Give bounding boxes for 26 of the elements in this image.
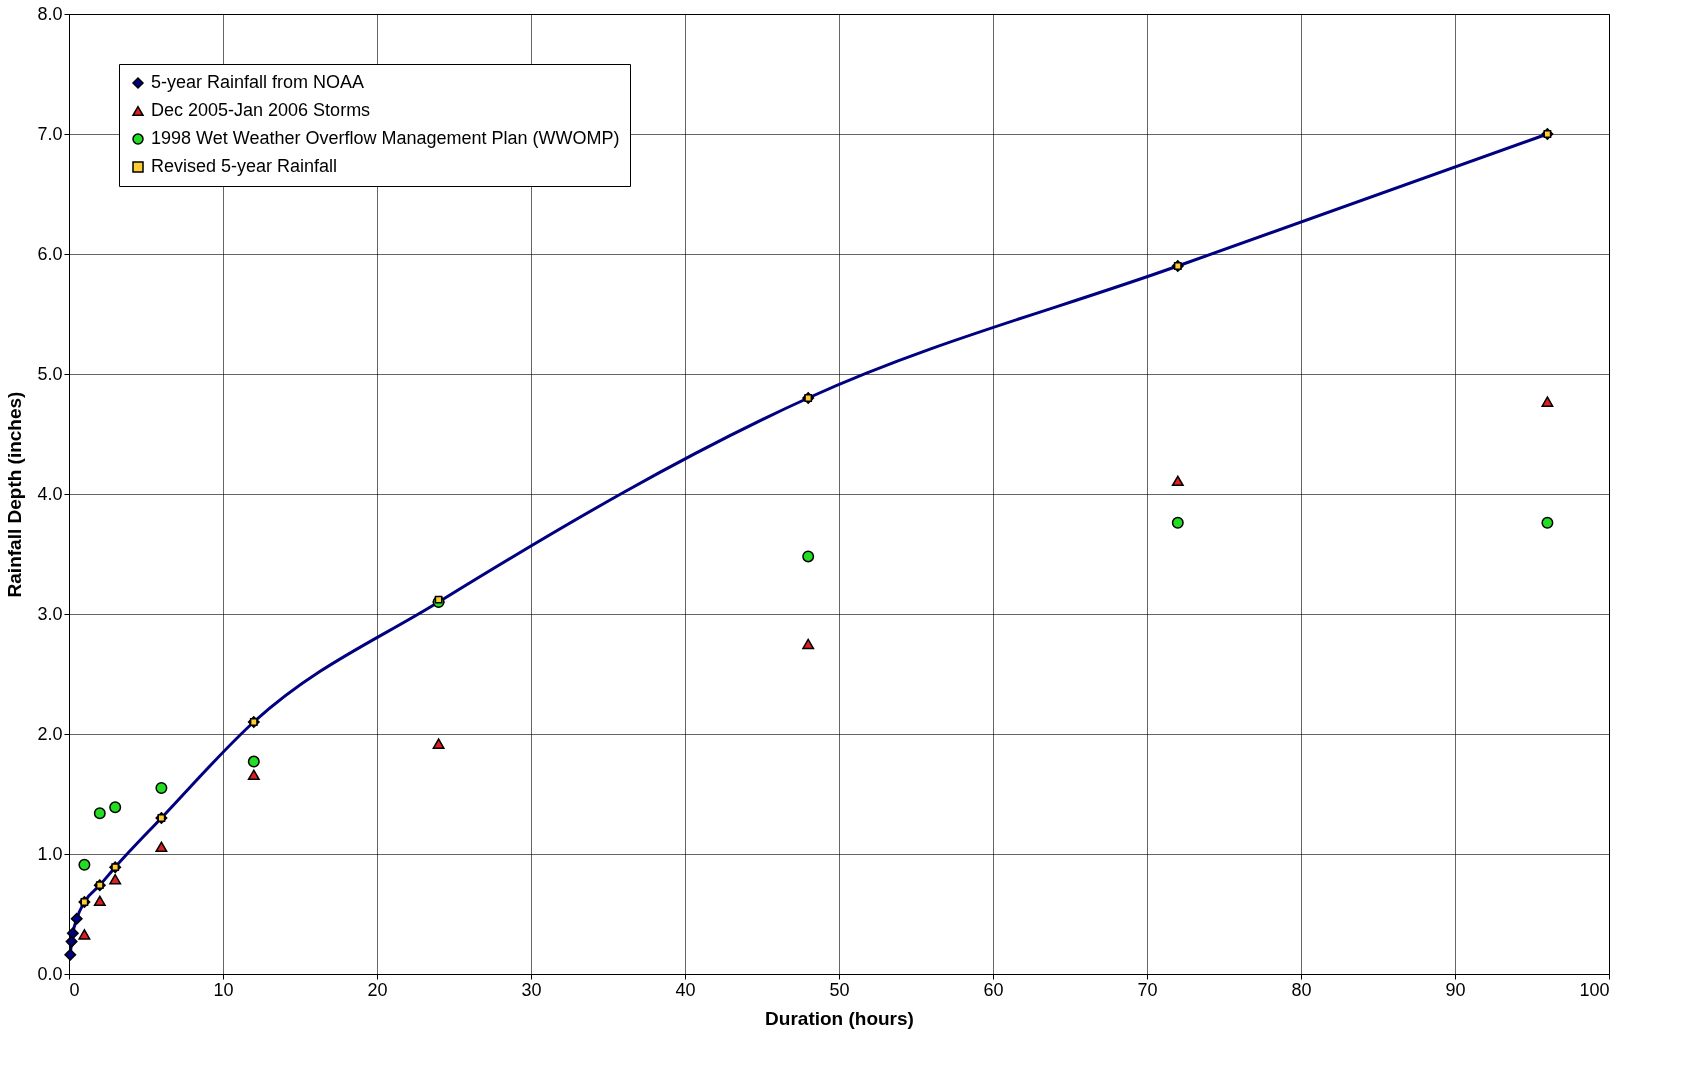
y-tick-label: 0.0 — [37, 963, 63, 984]
x-axis-title: Duration (hours) — [765, 1007, 914, 1029]
legend-label: Dec 2005-Jan 2006 Storms — [151, 100, 371, 120]
x-tick-label: 80 — [1291, 979, 1312, 1000]
x-tick-label: 10 — [213, 979, 234, 1000]
y-tick-label: 7.0 — [37, 123, 63, 144]
y-tick-label: 5.0 — [37, 363, 63, 384]
x-tick-label: 50 — [829, 979, 850, 1000]
y-tick-label: 3.0 — [37, 603, 63, 624]
y-tick-label: 6.0 — [37, 243, 63, 264]
x-tick-label: 20 — [367, 979, 388, 1000]
x-tick-label: 100 — [1579, 979, 1610, 1000]
x-tick-label: 60 — [983, 979, 1004, 1000]
x-tick-label: 0 — [69, 979, 80, 1000]
legend-label: 1998 Wet Weather Overflow Management Plan (WWOMP) — [151, 128, 620, 148]
y-tick-label: 1.0 — [37, 843, 63, 864]
x-tick-label: 70 — [1137, 979, 1158, 1000]
x-tick-label: 90 — [1445, 979, 1466, 1000]
legend-label: Revised 5-year Rainfall — [151, 156, 338, 176]
x-tick-label: 40 — [675, 979, 696, 1000]
y-tick-label: 8.0 — [37, 3, 63, 24]
y-axis-title: Rainfall Depth (inches) — [4, 391, 26, 598]
x-tick-label: 30 — [521, 979, 542, 1000]
legend-label: 5-year Rainfall from NOAA — [151, 72, 365, 92]
y-tick-label: 4.0 — [37, 483, 63, 504]
y-tick-label: 2.0 — [37, 723, 63, 744]
